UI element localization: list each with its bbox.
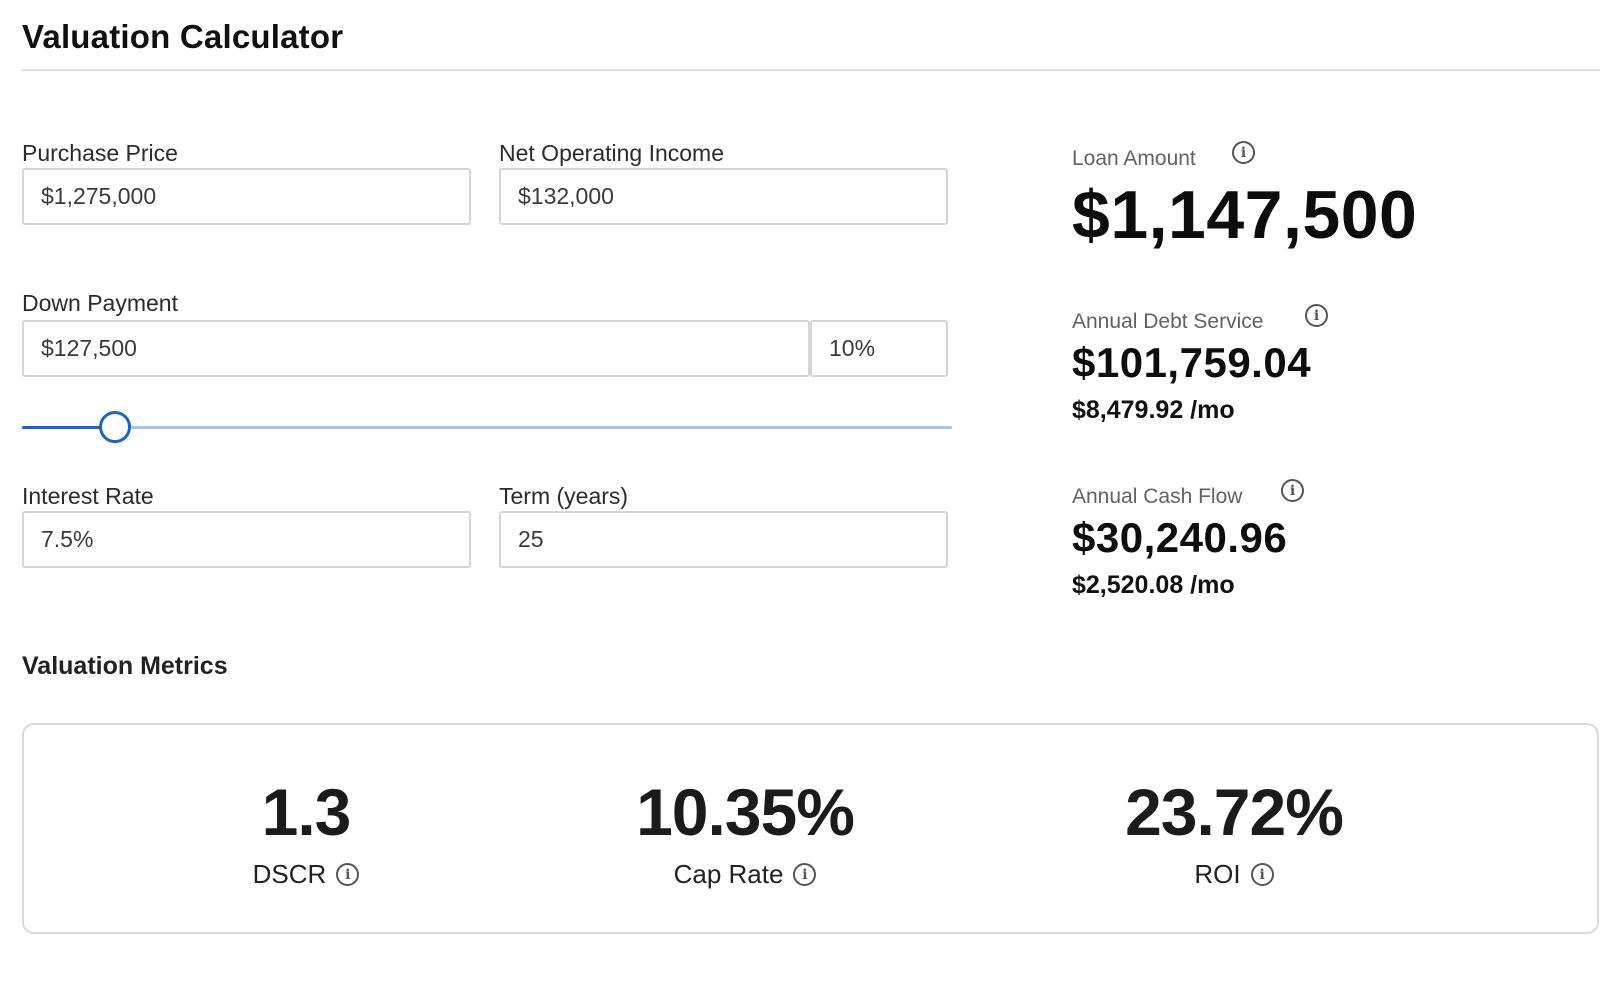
metric-cap-rate: 10.35% Cap Rate i [535, 777, 955, 890]
purchase-price-input[interactable] [22, 168, 471, 225]
valuation-metrics-title: Valuation Metrics [22, 652, 228, 680]
metrics-card: 1.3 DSCR i 10.35% Cap Rate i 23.72% ROI … [22, 723, 1599, 934]
loan-amount-value: $1,147,500 [1072, 177, 1418, 253]
term-input[interactable] [499, 511, 948, 568]
down-payment-input[interactable] [22, 320, 810, 377]
metric-label: DSCR [252, 859, 327, 889]
down-payment-percent-input[interactable] [810, 320, 948, 377]
slider-thumb[interactable] [99, 411, 131, 443]
info-icon[interactable]: i [1281, 479, 1304, 502]
info-icon[interactable]: i [1250, 863, 1274, 886]
down-payment-slider[interactable] [22, 408, 952, 448]
page-title: Valuation Calculator [22, 18, 344, 55]
metric-value: 10.35% [636, 775, 855, 849]
annual-cash-flow-value: $30,240.96 [1072, 514, 1288, 561]
metric-label: Cap Rate [673, 859, 784, 889]
annual-debt-service-monthly: $8,479.92 /mo [1072, 396, 1235, 424]
annual-cash-flow-monthly: $2,520.08 /mo [1072, 571, 1235, 599]
info-icon[interactable]: i [1305, 304, 1328, 327]
noi-input[interactable] [499, 168, 948, 225]
slider-track [22, 426, 952, 429]
down-payment-label: Down Payment [22, 290, 178, 316]
info-icon[interactable]: i [336, 863, 360, 886]
info-icon[interactable]: i [1232, 141, 1255, 164]
loan-amount-label: Loan Amount [1072, 147, 1196, 170]
metric-roi: 23.72% ROI i [1024, 777, 1444, 890]
annual-debt-service-label: Annual Debt Service [1072, 310, 1264, 333]
info-icon[interactable]: i [793, 863, 817, 886]
annual-cash-flow-label: Annual Cash Flow [1072, 485, 1243, 508]
slider-fill [22, 426, 115, 429]
metric-value: 23.72% [1125, 775, 1344, 849]
title-divider [22, 69, 1600, 71]
annual-debt-service-value: $101,759.04 [1072, 339, 1312, 386]
interest-rate-input[interactable] [22, 511, 471, 568]
interest-rate-label: Interest Rate [22, 483, 154, 509]
noi-label: Net Operating Income [499, 140, 725, 166]
metric-label: ROI [1194, 859, 1241, 889]
metric-dscr: 1.3 DSCR i [96, 777, 516, 890]
purchase-price-label: Purchase Price [22, 140, 178, 166]
metric-value: 1.3 [261, 775, 352, 849]
term-label: Term (years) [499, 483, 629, 509]
